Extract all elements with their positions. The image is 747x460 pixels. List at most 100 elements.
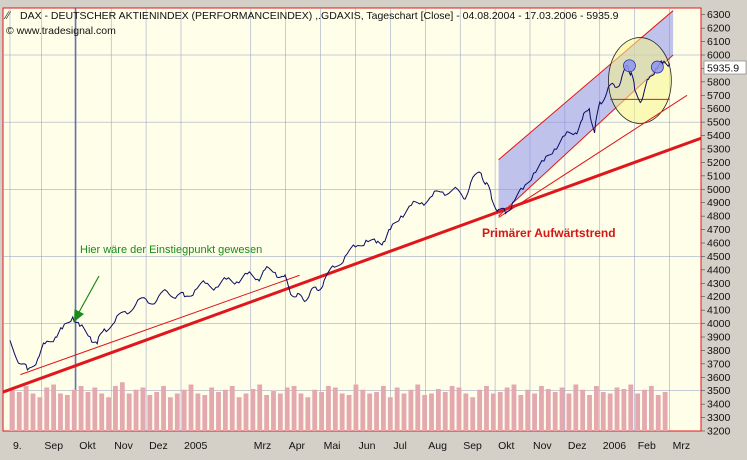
volume-bar xyxy=(126,393,132,431)
volume-bar xyxy=(71,389,77,431)
volume-bar xyxy=(429,393,434,431)
volume-bar xyxy=(635,393,641,431)
volume-bar xyxy=(394,387,400,431)
volume-bar xyxy=(360,389,366,431)
volume-bar xyxy=(154,392,160,431)
y-tick-label: 3700 xyxy=(707,358,731,370)
y-tick-label: 3400 xyxy=(707,399,731,411)
volume-bar xyxy=(490,393,496,431)
y-tick-label: 3500 xyxy=(707,385,731,397)
volume-bar xyxy=(85,392,91,431)
volume-bar xyxy=(119,382,125,431)
x-tick-label: Sep xyxy=(463,440,482,452)
volume-bar xyxy=(442,392,448,431)
volume-bar xyxy=(264,395,270,431)
volume-bar xyxy=(37,397,43,431)
volume-bar xyxy=(580,389,586,431)
trend-line xyxy=(498,94,688,218)
volume-bar xyxy=(195,393,201,431)
volume-bar xyxy=(662,392,668,431)
volume-bar xyxy=(161,386,166,431)
y-tick-label: 4100 xyxy=(707,305,731,317)
x-tick-label: Sep xyxy=(44,440,63,452)
x-tick-label: Jun xyxy=(358,440,375,452)
dax-close-line xyxy=(9,59,671,371)
volume-bar xyxy=(30,393,36,431)
volume-bar xyxy=(655,395,661,431)
volume-bar xyxy=(271,390,276,431)
volume-bar xyxy=(511,384,517,431)
peak-markers xyxy=(623,59,664,74)
y-tick-label: 5600 xyxy=(707,103,731,115)
x-tick-label: 2005 xyxy=(184,440,208,452)
line-chart-icon: ∕∕ xyxy=(3,10,12,22)
price-tag: 5935.9 xyxy=(703,60,747,75)
volume-bar xyxy=(113,386,118,431)
trend-lines xyxy=(2,94,702,394)
trend-line xyxy=(20,274,300,376)
volume-bars xyxy=(9,382,668,431)
volume-bar xyxy=(229,386,235,431)
channel-upper-line xyxy=(498,10,674,161)
volume-bar xyxy=(539,386,544,431)
volume-bar xyxy=(243,393,249,431)
volume-bar xyxy=(147,395,153,431)
volume-bar xyxy=(222,389,228,431)
volume-bar xyxy=(463,393,469,431)
volume-bar xyxy=(594,386,599,431)
y-tick-label: 4600 xyxy=(707,238,731,250)
price-tag-box xyxy=(703,60,747,75)
volume-bar xyxy=(188,384,194,431)
volume-bar xyxy=(566,393,572,431)
volume-bar xyxy=(435,389,441,431)
volume-bar xyxy=(648,386,654,431)
volume-bar xyxy=(51,384,57,431)
volume-bar xyxy=(319,392,324,431)
volume-bar xyxy=(346,395,352,431)
volume-bar xyxy=(291,386,297,431)
y-tick-label: 3600 xyxy=(707,372,731,384)
volume-bar xyxy=(552,392,558,431)
volume-bar xyxy=(642,389,647,431)
x-tick-label: 9. xyxy=(13,440,22,452)
volume-bar xyxy=(58,393,63,431)
y-tick-label: 5300 xyxy=(707,144,731,156)
entry-annotation: Hier wäre der Einstiegpunkt gewesen xyxy=(74,244,262,322)
y-tick-label: 4200 xyxy=(707,291,731,303)
x-tick-label: Nov xyxy=(114,440,133,452)
volume-bar xyxy=(381,386,386,431)
y-tick-label: 6000 xyxy=(707,50,731,62)
volume-bar xyxy=(497,392,503,431)
volume-bar xyxy=(518,395,524,431)
y-tick-label: 4000 xyxy=(707,318,731,330)
entry-point-text: Hier wäre der Einstiegpunkt gewesen xyxy=(80,244,262,256)
volume-bar xyxy=(312,389,318,431)
y-tick-label: 5400 xyxy=(707,130,731,142)
grid xyxy=(3,8,701,431)
y-tick-label: 4900 xyxy=(707,197,731,209)
volume-bar xyxy=(607,393,613,431)
x-tick-label: Jul xyxy=(393,440,406,452)
volume-bar xyxy=(353,384,359,431)
volume-bar xyxy=(545,389,551,431)
volume-bar xyxy=(174,393,180,431)
y-tick-label: 5200 xyxy=(707,157,731,169)
highlight-ellipse xyxy=(608,37,672,124)
chart-header: ∕∕ DAX - DEUTSCHER AKTIENINDEX (PERFORMA… xyxy=(3,10,619,37)
y-tick-label: 4300 xyxy=(707,278,731,290)
x-axis: 9. Sep Okt Nov Dez 2005 Mrz Apr Mai Jun Jul Aug Sep O… xyxy=(13,440,690,452)
y-tick-label: 3900 xyxy=(707,332,731,344)
entry-arrow-head xyxy=(74,309,84,322)
primary-trend-line xyxy=(2,136,702,394)
y-tick-label: 5000 xyxy=(707,184,731,196)
volume-bar xyxy=(106,397,111,431)
volume-bar xyxy=(559,387,565,431)
y-tick-label: 4800 xyxy=(707,211,731,223)
volume-bar xyxy=(78,386,84,431)
volume-bar xyxy=(628,384,634,431)
volume-bar xyxy=(401,393,407,431)
volume-bar xyxy=(332,387,338,431)
volume-bar xyxy=(408,389,414,431)
top-formation-ellipse xyxy=(608,37,672,124)
y-tick-label: 5500 xyxy=(707,117,731,129)
